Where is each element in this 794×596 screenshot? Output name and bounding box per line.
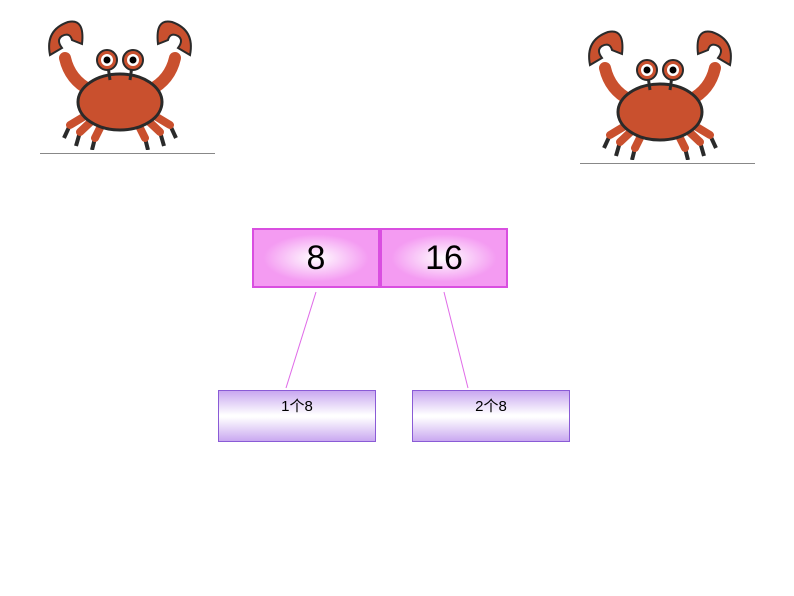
- number-cell: 16: [380, 228, 508, 288]
- connector-line: [286, 292, 316, 388]
- number-cell: 8: [252, 228, 380, 288]
- ground-line: [580, 163, 755, 164]
- label-row: 1个8 2个8: [218, 390, 570, 442]
- label-cell: 2个8: [412, 390, 570, 442]
- ground-line: [40, 153, 215, 154]
- number-row: 8 16: [252, 228, 508, 288]
- label-cell: 1个8: [218, 390, 376, 442]
- crab-illustration: [580, 20, 755, 160]
- crab-illustration: [40, 10, 215, 150]
- crab-right: [580, 20, 755, 170]
- crab-left: [40, 10, 215, 160]
- connector-line: [444, 292, 468, 388]
